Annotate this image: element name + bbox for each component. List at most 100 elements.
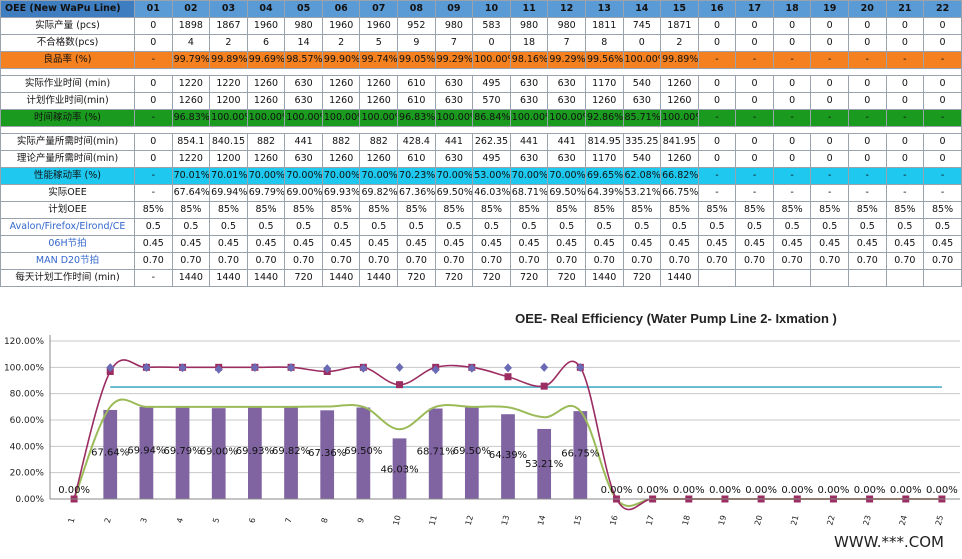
row-spacer [0,126,962,134]
data-label: 0.00% [890,485,922,496]
row-label: 不合格数(pcs) [0,34,135,53]
row-label: 良品率 (%) [0,51,135,70]
table-cell: 18 [509,34,549,53]
table-cell: 0 [885,17,925,36]
table-cell [772,268,812,288]
table-cell: 630 [509,91,549,110]
table-cell: 0 [847,74,887,93]
table-cell: 1260 [359,74,399,93]
table-cell: 96.83% [171,108,211,127]
table-cell: - [847,51,887,70]
row-label: 计划作业时间(min) [0,91,135,110]
table-cell: 66.75% [660,183,699,202]
table-cell: 1260 [660,74,699,93]
table-cell: 69.93% [321,183,361,202]
table-cell: 0.45 [509,234,549,253]
table-cell: 0.45 [134,234,173,253]
table-cell: 0 [134,132,173,151]
table-cell: 0.45 [547,234,586,253]
table-cell: - [134,108,173,127]
table-cell: 630 [284,91,323,110]
column-header: 16 [697,0,737,19]
table-cell: 9 [397,34,436,53]
chart-title: OEE- Real Efficiency (Water Pump Line 2-… [515,311,837,326]
table-cell: - [772,108,812,127]
table-cell: 69.50% [434,183,474,202]
table-cell: 100.00% [622,51,662,70]
diamond-marker [431,365,440,375]
table-cell: 99.29% [547,51,586,70]
table-cell: 85% [847,200,887,219]
table-cell: 0 [134,74,173,93]
table-cell: 0.45 [660,234,699,253]
table-cell: 0.70 [284,251,323,270]
table-cell: 70.00% [246,166,286,185]
table-cell: - [134,183,173,202]
diamond-marker [178,363,187,373]
x-tick-label: 23 [862,514,873,526]
table-cell: 0 [697,149,737,168]
row-spacer [0,68,962,76]
table-cell: 0 [697,132,737,151]
x-tick-label: 21 [789,514,800,526]
table-cell: 99.69% [246,51,286,70]
x-tick-label: 17 [645,514,656,526]
table-cell: 0 [810,74,849,93]
table-cell: 0 [923,34,962,53]
table-cell: 99.29% [434,51,474,70]
table-row: 实际产量所需时间(min) 0 854.1 840.15 882 441 882 882 428… [0,132,962,151]
column-header: 07 [359,0,399,19]
table-cell: 85% [209,200,248,219]
diamond-marker [540,362,549,372]
table-row: 每天计划工作时间 (min) -1440 1440 1440 720 1440 1440 72… [0,268,962,288]
table-cell: 0 [810,91,849,110]
table-cell: 428.4 [397,132,436,151]
table-cell: - [810,183,849,202]
diamond-marker [214,364,223,374]
table-cell: - [923,108,962,127]
table-cell: 0.45 [246,234,286,253]
table-cell: 99.90% [321,51,361,70]
table-cell: 0.70 [660,251,699,270]
table-cell: 0 [885,91,925,110]
table-cell: - [134,268,173,288]
table-cell: 0.70 [547,251,586,270]
table-cell: 100.00% [472,51,511,70]
table-cell: 0 [923,149,962,168]
table-cell: 0.5 [547,217,586,236]
table-cell: 69.82% [359,183,399,202]
table-cell: - [810,166,849,185]
table-cell: 100.00% [547,108,586,127]
table-cell: 335.25 [622,132,662,151]
table-cell: 0.5 [209,217,248,236]
table-cell: 0 [735,34,774,53]
table-title: OEE (New WaPu Line) [0,0,135,19]
table-cell: 99.89% [660,51,699,70]
column-header: 03 [209,0,248,19]
y-tick-label: 40.00% [10,442,45,452]
table-cell: 882 [359,132,399,151]
table-cell [735,268,774,288]
table-cell: 0 [772,74,812,93]
table-cell: 1170 [584,149,624,168]
table-cell: 0 [810,17,849,36]
table-cell: 85% [397,200,436,219]
table-cell: 66.82% [660,166,699,185]
column-header: 19 [810,0,849,19]
column-header: 12 [547,0,586,19]
data-label: 53.21% [525,459,563,470]
table-cell: 1260 [660,91,699,110]
table-cell: 630 [434,91,474,110]
table-cell: 85% [246,200,286,219]
table-cell: 1960 [321,17,361,36]
table-cell: 854.1 [171,132,211,151]
table-cell [810,268,849,288]
square-marker [396,381,404,389]
row-label: 计划OEE [0,200,135,219]
table-cell: 0.45 [472,234,511,253]
table-cell: 882 [246,132,286,151]
table-cell: 0.5 [397,217,436,236]
table-cell: 2 [660,34,699,53]
table-cell: - [697,166,737,185]
table-cell: 70.00% [359,166,399,185]
